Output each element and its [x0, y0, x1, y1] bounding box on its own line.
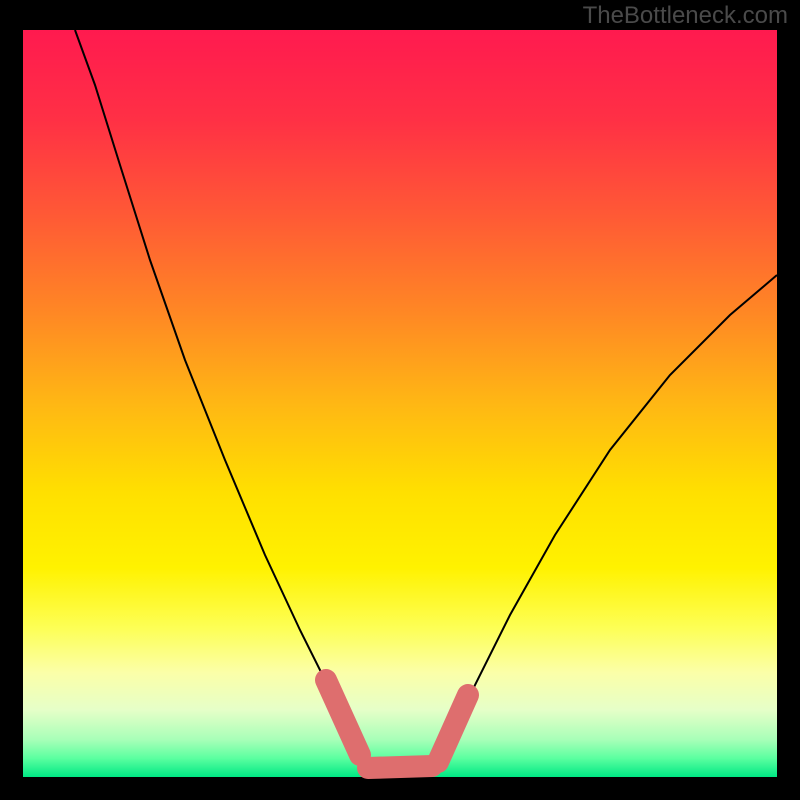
valley-mark-1: [368, 766, 432, 768]
watermark-text: TheBottleneck.com: [583, 2, 788, 30]
plot-area-rect: [23, 30, 777, 777]
chart-frame: TheBottleneck.com: [0, 0, 800, 800]
chart-svg: [0, 0, 800, 800]
